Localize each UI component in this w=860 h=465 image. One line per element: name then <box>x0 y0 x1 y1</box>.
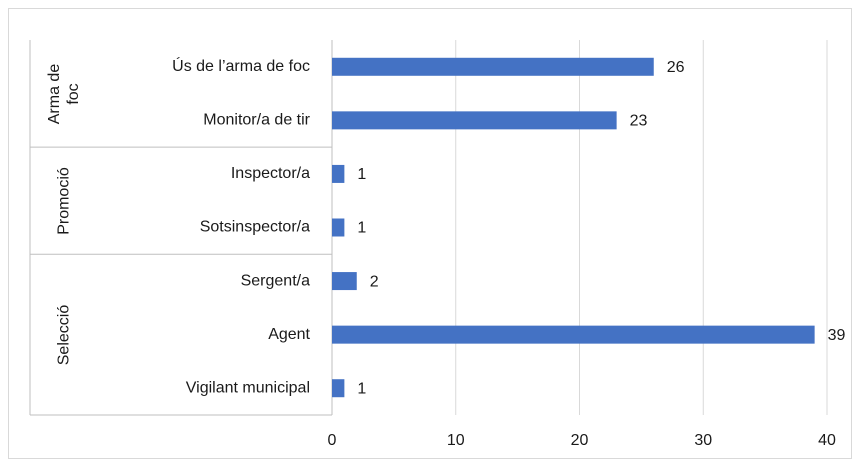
category-label: Vigilant municipal <box>186 379 310 396</box>
bar <box>332 325 815 344</box>
bar <box>332 218 345 237</box>
bar <box>332 111 617 130</box>
bar <box>332 57 654 76</box>
category-label: Sotsinspector/a <box>200 219 310 236</box>
category-label: Ús de l’arma de foc <box>172 56 310 75</box>
x-tick-label: 30 <box>694 432 712 449</box>
x-tick-label: 10 <box>447 432 465 449</box>
value-label: 39 <box>828 327 846 344</box>
chart-border <box>8 8 852 459</box>
x-tick-label: 40 <box>818 432 836 449</box>
category-label: Monitor/a de tir <box>203 112 310 129</box>
category-label: Inspector/a <box>231 165 310 182</box>
value-label: 26 <box>667 59 685 76</box>
x-tick-label: 0 <box>328 432 337 449</box>
category-label: Agent <box>268 326 310 343</box>
x-tick-label: 20 <box>571 432 589 449</box>
bar <box>332 379 345 398</box>
group-label: Promoció <box>55 166 73 235</box>
group-label: Selecció <box>55 304 73 365</box>
group-label: Arma de foc <box>46 63 82 124</box>
category-label: Sergent/a <box>241 272 310 289</box>
bar <box>332 272 357 291</box>
value-label: 1 <box>357 220 366 237</box>
value-label: 2 <box>370 273 379 290</box>
value-label: 23 <box>630 113 648 130</box>
value-label: 1 <box>357 380 366 397</box>
bar <box>332 164 345 183</box>
value-label: 1 <box>357 166 366 183</box>
